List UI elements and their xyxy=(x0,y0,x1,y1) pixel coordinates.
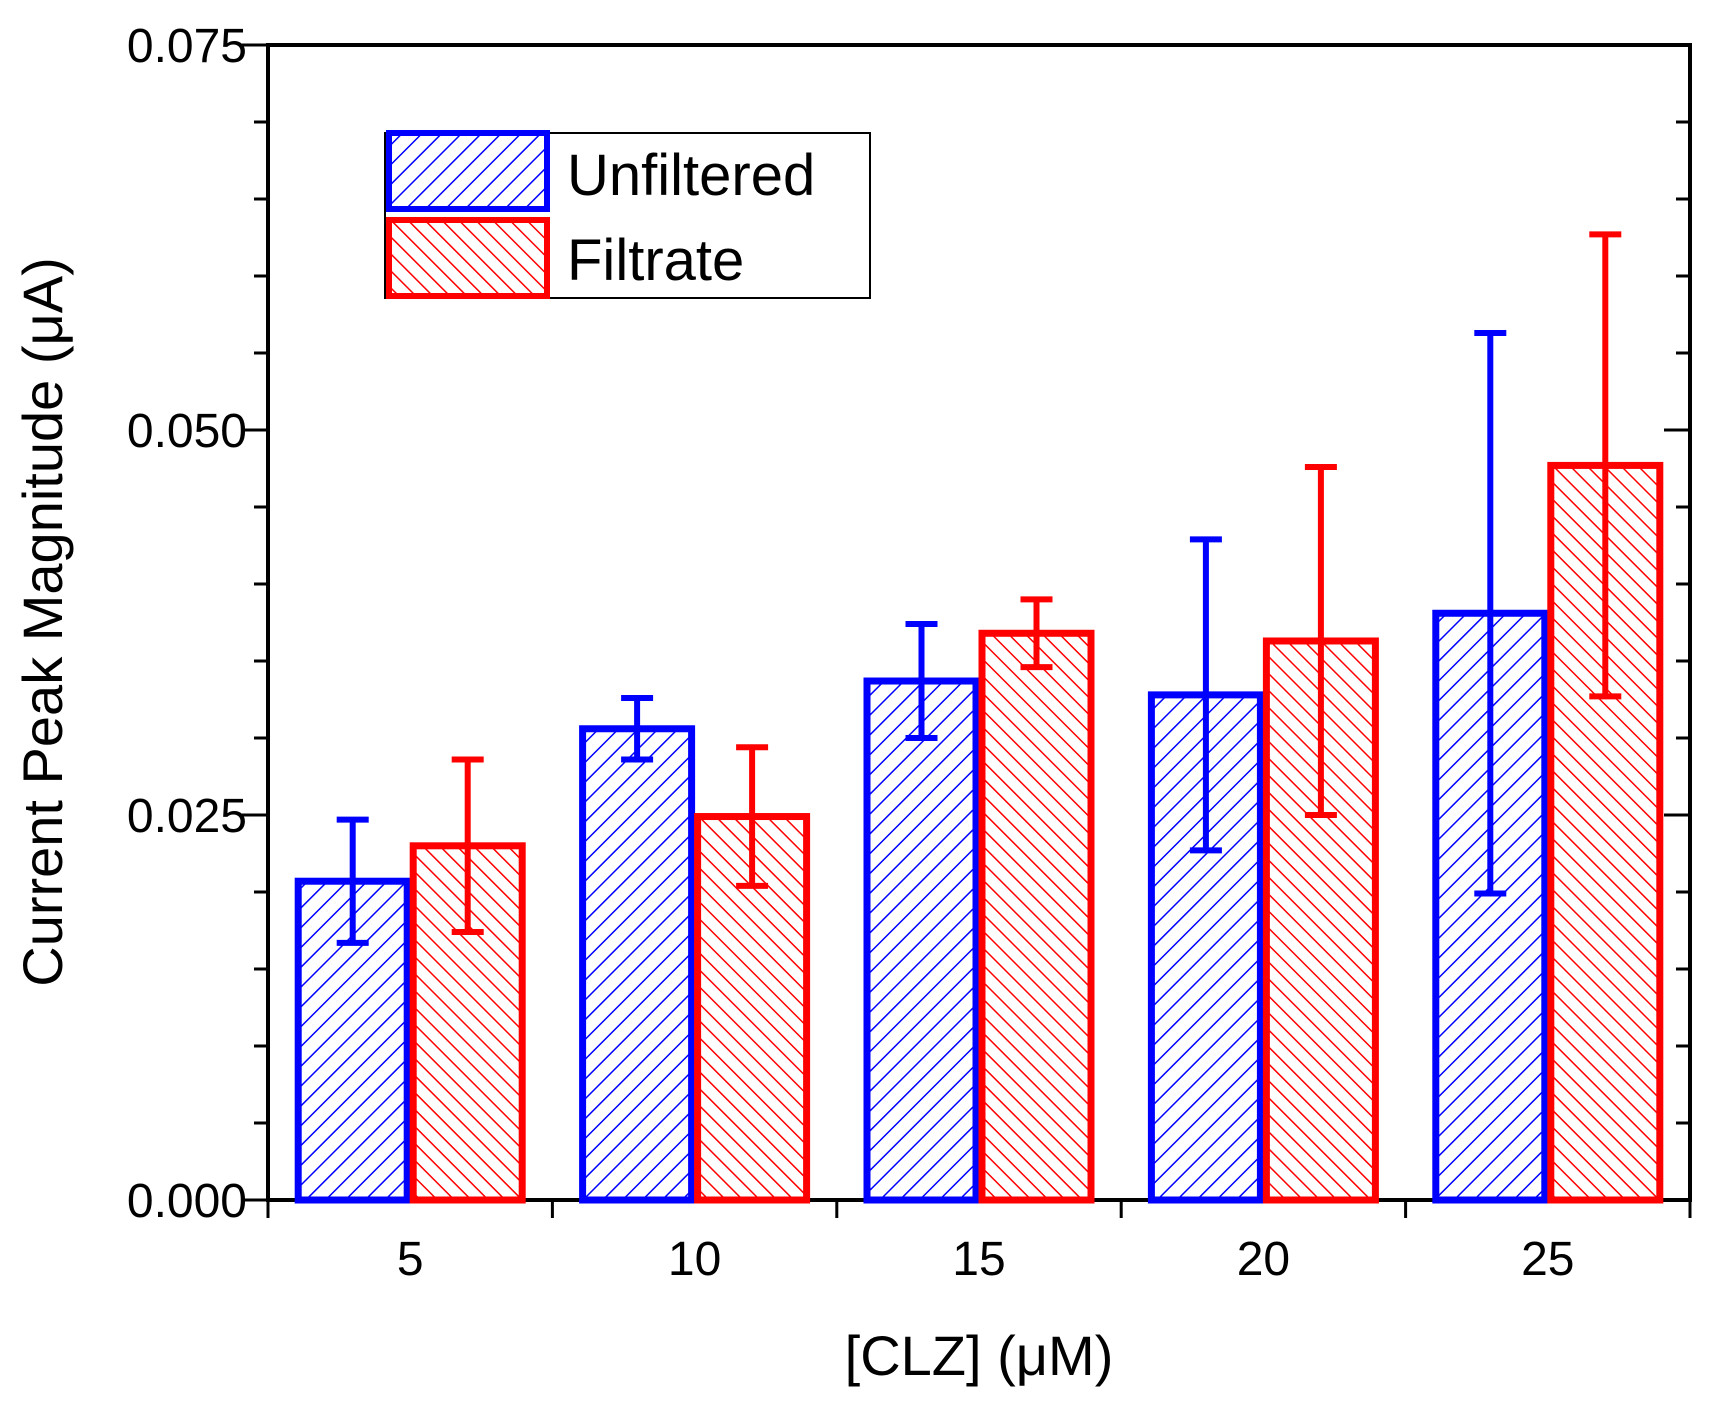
bar-unfiltered-15 xyxy=(863,677,980,1204)
x-tick-label-5: 5 xyxy=(397,1233,424,1286)
bar-filtrate-15 xyxy=(978,629,1095,1204)
legend-label-unfiltered: Unfiltered xyxy=(567,143,815,208)
legend-swatch-unfiltered xyxy=(386,130,550,212)
bars-layer xyxy=(294,231,1664,1204)
y-tick-label-0.075: 0.075 xyxy=(127,20,247,73)
bar-unfiltered-25 xyxy=(1432,609,1549,1204)
x-tick-label-20: 20 xyxy=(1237,1233,1290,1286)
bar-unfiltered-20 xyxy=(1147,691,1264,1204)
x-tick-label-25: 25 xyxy=(1521,1233,1574,1286)
ticks-layer: 5 10 15 20 25 0.000 0.025 0.050 0.075 xyxy=(127,20,1692,1286)
y-tick-label-0.025: 0.025 xyxy=(127,790,247,843)
x-tick-label-15: 15 xyxy=(952,1233,1005,1286)
bar-unfiltered-5 xyxy=(294,877,411,1204)
bar-filtrate-5 xyxy=(409,842,526,1204)
legend-label-filtrate: Filtrate xyxy=(567,228,744,293)
bar-unfiltered-10 xyxy=(579,725,696,1204)
legend: Unfiltered Filtrate xyxy=(384,130,871,299)
bar-filtrate-25 xyxy=(1547,461,1664,1204)
y-tick-label-0.050: 0.050 xyxy=(127,405,247,458)
y-tick-label-0.000: 0.000 xyxy=(127,1175,247,1228)
y-axis-title: Current Peak Magnitude (μA) xyxy=(11,257,74,986)
bar-filtrate-20 xyxy=(1262,637,1379,1204)
legend-swatch-filtrate xyxy=(386,217,550,299)
x-axis-title: [CLZ] (μM) xyxy=(845,1324,1114,1387)
bar-filtrate-10 xyxy=(694,813,811,1204)
x-tick-label-10: 10 xyxy=(668,1233,721,1286)
